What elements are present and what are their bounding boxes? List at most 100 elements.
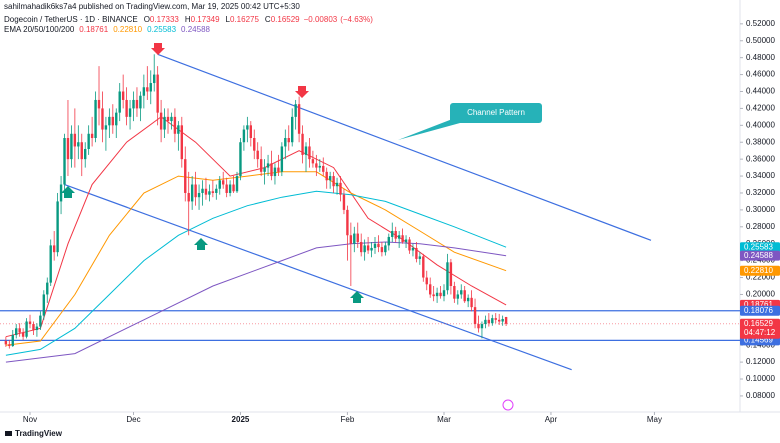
candle-body	[15, 328, 18, 336]
candle-body	[446, 262, 449, 291]
candle-body	[146, 87, 149, 92]
ema-title: EMA 20/50/100/200	[4, 25, 75, 34]
candle-body	[42, 294, 46, 316]
ema-price-label-text: 0.25583	[744, 242, 773, 251]
candle-body	[149, 83, 152, 92]
y-tick-label: 0.20000	[746, 290, 775, 299]
candle-body	[253, 138, 256, 151]
candle-body	[487, 319, 491, 324]
candle-body	[118, 91, 121, 113]
y-tick-label: 0.32000	[746, 188, 775, 197]
candle-body	[411, 247, 415, 251]
callout-text: Channel Pattern	[467, 108, 525, 117]
candle-body	[153, 74, 156, 84]
candle-body	[477, 324, 480, 329]
y-tick-label: 0.12000	[746, 357, 775, 366]
candle-body	[142, 87, 146, 96]
ema-value: 0.24588	[181, 25, 210, 34]
candle-body	[104, 125, 108, 130]
x-tick-label: Mar	[437, 415, 451, 424]
candle-body	[159, 112, 163, 130]
ohlc-value: 0.16275	[230, 15, 259, 24]
candle-body	[63, 138, 66, 185]
candle-body	[163, 116, 166, 130]
candle-body	[332, 176, 335, 187]
candle-body	[80, 142, 83, 160]
candle-body	[460, 290, 463, 295]
buy-arrow	[61, 186, 75, 198]
y-tick-label: 0.50000	[746, 36, 775, 45]
candle-body	[273, 167, 277, 177]
candle-body	[56, 201, 59, 253]
candle-body	[211, 191, 215, 193]
ema-price-label-box	[740, 265, 780, 276]
candle-body	[425, 277, 428, 285]
y-tick-label: 0.10000	[746, 374, 775, 383]
candle-body	[363, 245, 366, 253]
y-tick-label: 0.46000	[746, 70, 775, 79]
ohlc-key: H	[185, 15, 191, 24]
candle-body	[218, 180, 221, 189]
buy-arrow	[350, 291, 364, 303]
candle-body	[25, 321, 28, 337]
candle-body	[335, 182, 339, 187]
current-price-text: 0.16529	[744, 319, 773, 328]
channel-line	[64, 183, 572, 371]
callout-box	[450, 103, 542, 123]
ohlc-key: O	[144, 15, 150, 24]
current-price-box	[740, 318, 780, 339]
candle-body	[18, 328, 21, 333]
candle-body	[46, 282, 49, 295]
candle-body	[222, 180, 225, 185]
candle-body	[235, 176, 239, 192]
candle-body	[259, 159, 263, 172]
y-tick-label: 0.34000	[746, 171, 775, 180]
candle-body	[277, 167, 280, 172]
brand: TradingView	[15, 429, 63, 438]
candle-body	[35, 326, 39, 330]
candle-body	[418, 256, 422, 259]
x-tick-label: Apr	[545, 415, 558, 424]
candle-body	[139, 95, 142, 109]
candle-body	[501, 318, 504, 322]
publisher: sahilmahadik6ks7a4 published on TradingV…	[4, 2, 300, 11]
y-tick-label: 0.30000	[746, 205, 775, 214]
callout-pointer	[398, 118, 460, 140]
candle-body	[297, 104, 301, 134]
ohlc-value: 0.17349	[191, 15, 220, 24]
candle-body	[322, 165, 325, 172]
candle-body	[435, 292, 439, 297]
candle-body	[480, 324, 484, 329]
y-tick-label: 0.08000	[746, 391, 775, 400]
candle-body	[397, 235, 401, 239]
level-price-label-text: 0.14569	[744, 335, 773, 344]
candle-body	[132, 99, 135, 109]
y-tick-label: 0.36000	[746, 154, 775, 163]
candle-body	[497, 319, 501, 322]
candle-body	[449, 262, 453, 286]
candle-body	[128, 108, 132, 117]
candle-body	[201, 188, 204, 193]
candle-body	[52, 245, 56, 253]
candle-body	[280, 146, 284, 172]
candle-body	[370, 247, 373, 251]
ema-price-label-text: 0.18761	[744, 300, 773, 309]
x-tick-label: 2025	[232, 415, 250, 424]
candle-body	[287, 138, 290, 143]
candle-body	[377, 243, 380, 248]
ema-value: 0.22810	[113, 25, 142, 34]
y-tick-label: 0.44000	[746, 87, 775, 96]
candle-body	[442, 290, 446, 297]
y-tick-label: 0.22000	[746, 273, 775, 282]
candle-body	[315, 163, 318, 168]
ema-line	[5, 190, 507, 356]
ohlc-value: 0.17333	[150, 15, 179, 24]
sell-arrow	[295, 86, 309, 98]
event-icon[interactable]	[502, 399, 514, 411]
ema-price-label-box	[740, 250, 780, 261]
ema-value: 0.18761	[79, 25, 108, 34]
candle-body	[470, 297, 473, 308]
candle-body	[304, 146, 308, 155]
candle-body	[349, 235, 353, 244]
candle-body	[366, 245, 370, 251]
